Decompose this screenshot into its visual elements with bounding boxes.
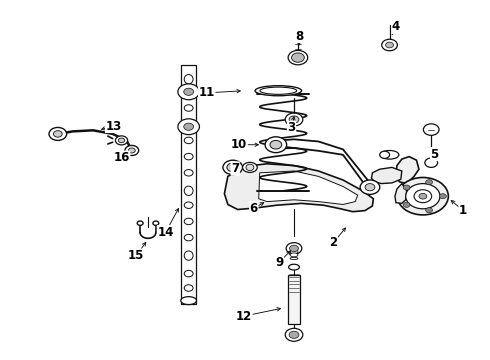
Ellipse shape xyxy=(184,170,193,176)
Circle shape xyxy=(184,123,194,130)
Circle shape xyxy=(227,163,239,172)
Circle shape xyxy=(153,221,159,225)
Bar xyxy=(288,275,300,324)
Text: 8: 8 xyxy=(295,30,303,42)
Circle shape xyxy=(365,184,375,191)
Ellipse shape xyxy=(290,249,298,254)
Circle shape xyxy=(290,245,298,252)
Ellipse shape xyxy=(380,151,390,158)
Circle shape xyxy=(414,190,432,203)
Text: 3: 3 xyxy=(288,121,295,134)
Ellipse shape xyxy=(184,90,193,97)
Ellipse shape xyxy=(184,270,193,277)
Circle shape xyxy=(265,137,287,153)
Circle shape xyxy=(403,202,410,207)
Text: 4: 4 xyxy=(392,21,400,33)
Text: 2: 2 xyxy=(329,237,337,249)
Polygon shape xyxy=(371,167,402,184)
Circle shape xyxy=(423,124,439,135)
Text: 13: 13 xyxy=(105,120,122,132)
Circle shape xyxy=(360,180,380,194)
Circle shape xyxy=(406,184,440,209)
Text: 12: 12 xyxy=(236,310,252,323)
Circle shape xyxy=(426,180,433,185)
Ellipse shape xyxy=(184,186,193,195)
Circle shape xyxy=(425,158,438,167)
Ellipse shape xyxy=(181,297,196,305)
Ellipse shape xyxy=(184,202,193,208)
Polygon shape xyxy=(396,157,419,184)
Text: 16: 16 xyxy=(113,151,130,164)
Ellipse shape xyxy=(184,218,193,225)
Text: 15: 15 xyxy=(128,249,145,262)
Ellipse shape xyxy=(289,264,299,270)
Polygon shape xyxy=(224,164,373,212)
Ellipse shape xyxy=(116,136,127,145)
Text: 7: 7 xyxy=(231,162,239,175)
Circle shape xyxy=(386,42,393,48)
Text: 1: 1 xyxy=(459,204,467,217)
Polygon shape xyxy=(181,65,196,304)
Circle shape xyxy=(270,140,282,149)
Circle shape xyxy=(426,208,433,213)
Circle shape xyxy=(125,145,139,156)
Text: 6: 6 xyxy=(250,202,258,215)
Ellipse shape xyxy=(184,75,193,84)
Ellipse shape xyxy=(290,257,298,260)
Circle shape xyxy=(288,50,308,65)
Circle shape xyxy=(419,193,427,199)
Circle shape xyxy=(49,127,67,140)
Circle shape xyxy=(184,88,194,95)
Text: 10: 10 xyxy=(231,138,247,151)
Circle shape xyxy=(286,243,302,254)
Circle shape xyxy=(128,148,135,153)
Circle shape xyxy=(223,160,243,175)
Polygon shape xyxy=(259,171,358,204)
Circle shape xyxy=(440,194,446,199)
Ellipse shape xyxy=(380,150,399,159)
Circle shape xyxy=(397,177,448,215)
Ellipse shape xyxy=(119,138,124,143)
Text: 9: 9 xyxy=(275,256,283,269)
Circle shape xyxy=(137,221,143,225)
Circle shape xyxy=(382,39,397,51)
Ellipse shape xyxy=(184,153,193,160)
Ellipse shape xyxy=(184,234,193,241)
Circle shape xyxy=(292,53,304,62)
Ellipse shape xyxy=(184,120,193,129)
Ellipse shape xyxy=(260,87,296,94)
Circle shape xyxy=(285,328,303,341)
Circle shape xyxy=(403,185,410,190)
Ellipse shape xyxy=(246,164,254,171)
Text: 5: 5 xyxy=(431,148,439,161)
Ellipse shape xyxy=(243,162,257,172)
Circle shape xyxy=(178,84,199,100)
Polygon shape xyxy=(395,184,407,203)
Circle shape xyxy=(289,116,299,123)
Ellipse shape xyxy=(184,251,193,260)
Circle shape xyxy=(285,113,303,126)
Ellipse shape xyxy=(290,253,298,257)
Text: 11: 11 xyxy=(198,86,215,99)
Circle shape xyxy=(178,119,199,135)
Text: 14: 14 xyxy=(157,226,174,239)
Circle shape xyxy=(53,131,62,137)
Circle shape xyxy=(289,331,299,338)
Ellipse shape xyxy=(255,86,301,96)
Ellipse shape xyxy=(184,137,193,144)
Ellipse shape xyxy=(184,285,193,291)
Ellipse shape xyxy=(184,105,193,111)
